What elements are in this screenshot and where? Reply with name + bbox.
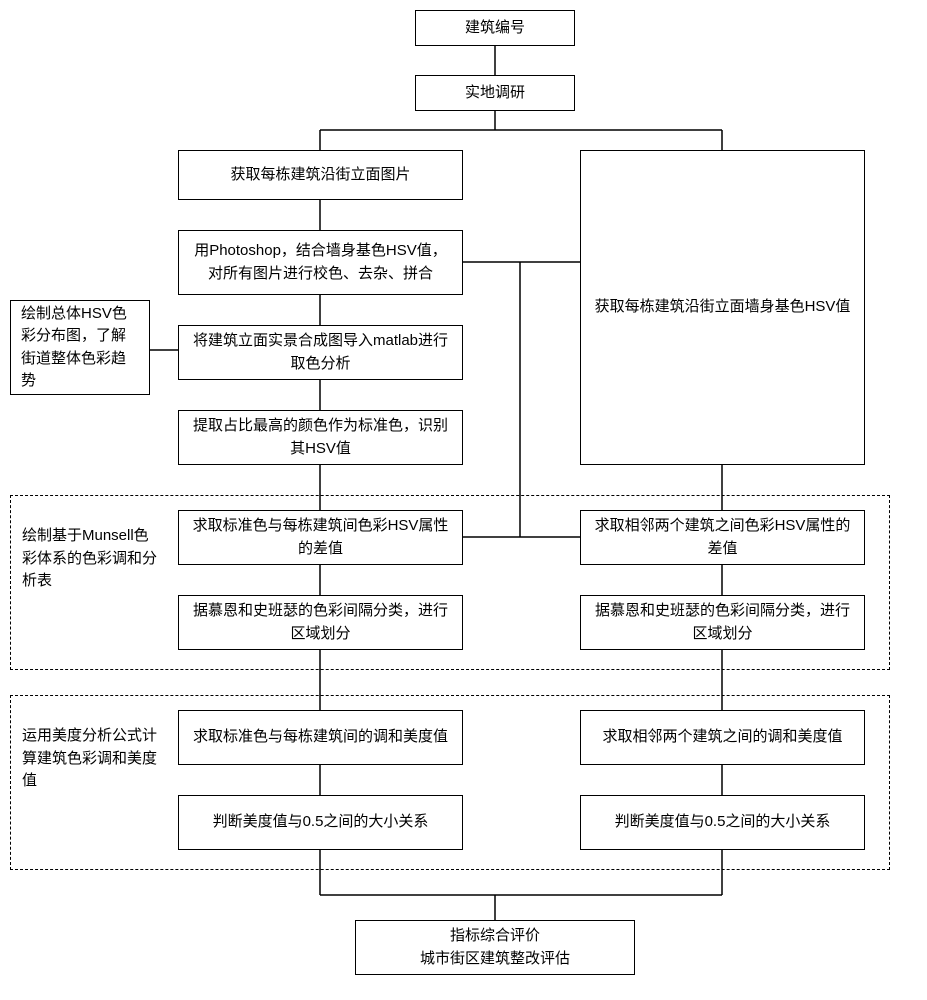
node-beauty-adjacent: 求取相邻两个建筑之间的调和美度值 <box>580 710 865 765</box>
node-judge-left: 判断美度值与0.5之间的大小关系 <box>178 795 463 850</box>
side-label-hsv-dist: 绘制总体HSV色彩分布图，了解街道整体色彩趋势 <box>10 300 150 395</box>
final-line1: 指标综合评价 <box>420 925 570 948</box>
node-matlab-analysis: 将建筑立面实景合成图导入matlab进行取色分析 <box>178 325 463 380</box>
node-building-id: 建筑编号 <box>415 10 575 46</box>
node-region-divide-left: 据慕恩和史班瑟的色彩间隔分类，进行区域划分 <box>178 595 463 650</box>
node-get-base-hsv: 获取每栋建筑沿街立面墙身基色HSV值 <box>580 150 865 465</box>
node-extract-standard-color: 提取占比最高的颜色作为标准色，识别其HSV值 <box>178 410 463 465</box>
side-label-munsell: 绘制基于Munsell色彩体系的色彩调和分析表 <box>22 525 162 593</box>
node-final-evaluation: 指标综合评价 城市街区建筑整改评估 <box>355 920 635 975</box>
node-get-facade-images: 获取每栋建筑沿街立面图片 <box>178 150 463 200</box>
final-line2: 城市街区建筑整改评估 <box>420 948 570 971</box>
node-diff-standard: 求取标准色与每栋建筑间色彩HSV属性的差值 <box>178 510 463 565</box>
node-region-divide-right: 据慕恩和史班瑟的色彩间隔分类，进行区域划分 <box>580 595 865 650</box>
node-photoshop-process: 用Photoshop，结合墙身基色HSV值，对所有图片进行校色、去杂、拼合 <box>178 230 463 295</box>
node-judge-right: 判断美度值与0.5之间的大小关系 <box>580 795 865 850</box>
node-beauty-standard: 求取标准色与每栋建筑间的调和美度值 <box>178 710 463 765</box>
node-field-research: 实地调研 <box>415 75 575 111</box>
node-diff-adjacent: 求取相邻两个建筑之间色彩HSV属性的差值 <box>580 510 865 565</box>
side-label-beauty-formula: 运用美度分析公式计算建筑色彩调和美度值 <box>22 725 162 793</box>
